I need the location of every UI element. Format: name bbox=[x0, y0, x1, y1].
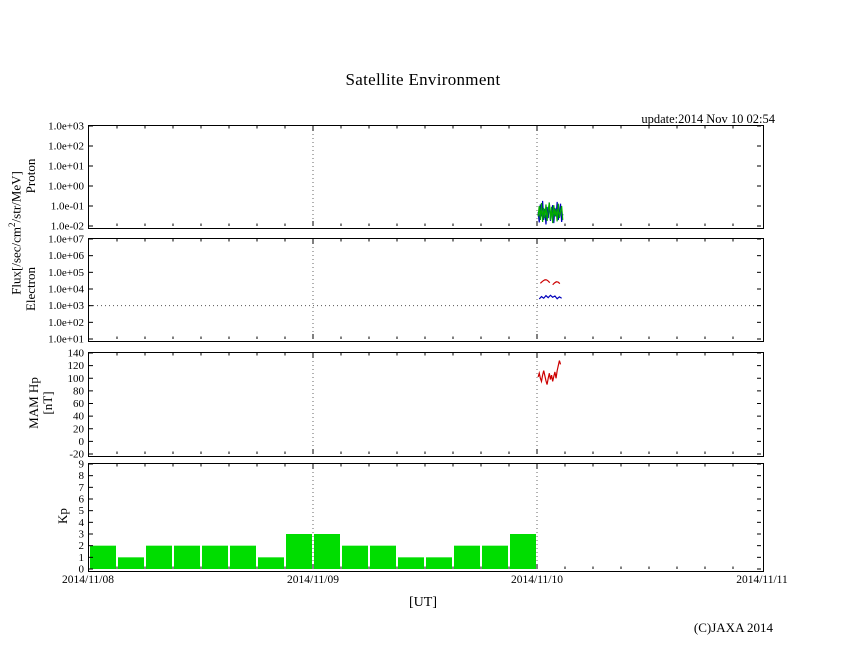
kp-bar bbox=[286, 534, 312, 569]
x-axis-label: [UT] bbox=[409, 595, 437, 610]
flux-axis-label: Flux[/sec/cm2/str/MeV] bbox=[7, 148, 23, 318]
y-tick-label: 1.0e+03 bbox=[48, 300, 84, 312]
y-tick-label: 6 bbox=[79, 494, 85, 506]
y-tick-label: 1.0e+05 bbox=[48, 267, 84, 279]
electron-plot: 1.0e+07 1.0e+06 1.0e+05 1.0e+04 1.0e+03 1.0e+… bbox=[48, 234, 761, 346]
proton-flux-green bbox=[537, 202, 564, 224]
y-tick-label: 7 bbox=[79, 482, 85, 494]
mam-hp-red bbox=[537, 360, 562, 385]
mam-axis-label-line1: MAM Hp bbox=[26, 377, 41, 429]
y-tick-label: 60 bbox=[73, 398, 85, 410]
mam-hp-panel: 140 120 100 80 60 40 20 0 -20 bbox=[68, 348, 764, 461]
y-tick-label: 120 bbox=[68, 360, 85, 372]
kp-bar bbox=[174, 545, 200, 569]
kp-bar bbox=[146, 545, 172, 569]
y-tick-label: 4 bbox=[79, 517, 85, 529]
y-tick-label: 1.0e+00 bbox=[48, 181, 84, 193]
flux-axis-label-pre: Flux[/sec/cm bbox=[8, 226, 24, 295]
y-tick-label: 9 bbox=[79, 459, 85, 471]
y-tick-label: 1.0e+06 bbox=[48, 250, 84, 262]
kp-bar bbox=[230, 545, 256, 569]
y-tick-label: 140 bbox=[68, 348, 85, 360]
kp-bar bbox=[118, 557, 144, 569]
kp-bar bbox=[454, 545, 480, 569]
electron-axis-label: Electron bbox=[23, 266, 38, 312]
x-tick-label-2014-11-10: 2014/11/10 bbox=[511, 574, 563, 586]
proton-panel: 1.0e+03 1.0e+02 1.0e+01 1.0e+00 1.0e-01 1.0e-… bbox=[48, 121, 764, 233]
y-tick-label: 1.0e+02 bbox=[48, 317, 84, 329]
kp-bar bbox=[258, 557, 284, 569]
kp-bar bbox=[90, 545, 116, 569]
kp-bar bbox=[426, 557, 452, 569]
kp-bar bbox=[510, 534, 536, 569]
proton-axis-label: Proton bbox=[23, 158, 38, 194]
y-tick-label: 8 bbox=[79, 470, 85, 482]
y-tick-label: 1.0e+04 bbox=[48, 284, 84, 296]
y-tick-label: 0 bbox=[79, 436, 85, 448]
mam-axis-label: MAM Hp [nT] bbox=[26, 371, 55, 435]
y-tick-label: 1.0e+03 bbox=[48, 121, 84, 133]
y-tick-label: 5 bbox=[79, 505, 85, 517]
y-tick-label: 100 bbox=[68, 373, 85, 385]
y-tick-label: 40 bbox=[73, 411, 85, 423]
kp-bar bbox=[314, 534, 340, 569]
y-tick-label: 20 bbox=[73, 423, 85, 435]
y-tick-label: -20 bbox=[69, 449, 84, 461]
update-timestamp: update:2014 Nov 10 02:54 bbox=[641, 112, 775, 126]
electron-panel: 1.0e+07 1.0e+06 1.0e+05 1.0e+04 1.0e+03 1.0e+… bbox=[48, 234, 764, 346]
mam-axis-label-line2: [nT] bbox=[40, 391, 55, 415]
kp-bar bbox=[482, 545, 508, 569]
flux-axis-label-post: /str/MeV] bbox=[8, 171, 24, 223]
y-tick-label: 2 bbox=[79, 540, 85, 552]
y-tick-label: 1.0e-02 bbox=[51, 221, 84, 233]
y-tick-label: 3 bbox=[79, 529, 85, 541]
y-tick-label: 1 bbox=[79, 552, 85, 564]
flux-axis-label-sup: 2 bbox=[7, 222, 17, 227]
electron-flux-red-segment-2 bbox=[552, 281, 561, 286]
proton-plot: 1.0e+03 1.0e+02 1.0e+01 1.0e+00 1.0e-01 1.0e-… bbox=[48, 121, 761, 233]
page-title: Satellite Environment bbox=[345, 70, 501, 89]
copyright-notice: (C)JAXA 2014 bbox=[693, 620, 773, 635]
x-tick-label-2014-11-09: 2014/11/09 bbox=[287, 574, 339, 586]
kp-axis-label: Kp bbox=[55, 508, 70, 524]
electron-flux-red-segment-1 bbox=[539, 279, 551, 284]
y-tick-label: 1.0e-01 bbox=[51, 201, 84, 213]
y-tick-label: 1.0e+01 bbox=[48, 334, 84, 346]
kp-bar bbox=[202, 545, 228, 569]
x-tick-label-2014-11-11: 2014/11/11 bbox=[736, 574, 788, 586]
electron-flux-blue bbox=[538, 294, 562, 300]
x-tick-label-2014-11-08: 2014/11/08 bbox=[62, 574, 114, 586]
kp-bar bbox=[370, 545, 396, 569]
y-tick-label: 80 bbox=[73, 385, 85, 397]
y-tick-label: 1.0e+07 bbox=[48, 234, 84, 246]
kp-bar bbox=[342, 545, 368, 569]
y-tick-label: 1.0e+02 bbox=[48, 141, 84, 153]
y-tick-label: 0 bbox=[79, 564, 85, 576]
kp-bar bbox=[398, 557, 424, 569]
y-tick-label: 1.0e+01 bbox=[48, 161, 84, 173]
